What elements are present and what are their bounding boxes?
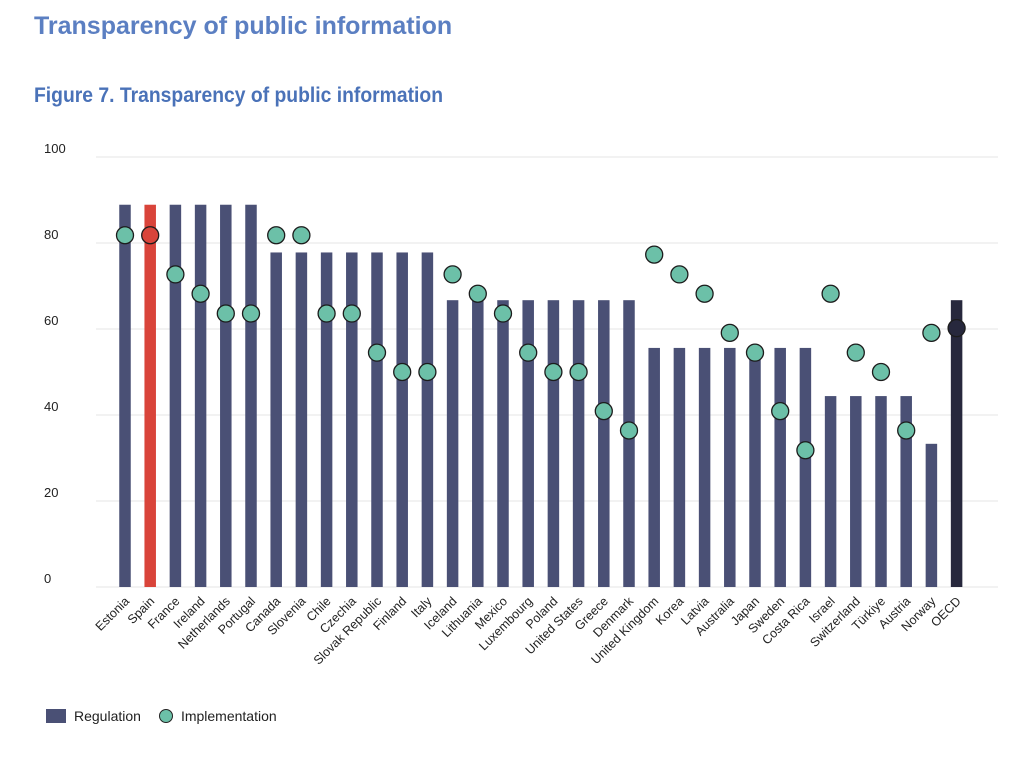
bar-regulation: [194, 204, 207, 588]
dot-implementation: [216, 304, 235, 323]
bar-regulation: [497, 300, 509, 587]
dot-implementation: [166, 265, 185, 284]
dot-implementation: [468, 284, 487, 303]
bar-regulation: [446, 300, 459, 587]
bar-regulation: [346, 252, 358, 587]
dot-implementation: [821, 284, 840, 303]
dot-implementation: [443, 265, 462, 284]
x-tick-label: Estonia: [93, 594, 132, 633]
dot-implementation: [771, 401, 790, 421]
bar-regulation: [320, 252, 333, 587]
bar-regulation: [824, 396, 837, 587]
bar-regulation: [749, 347, 761, 587]
dot-implementation: [267, 226, 286, 245]
dot-implementation: [191, 284, 210, 303]
dot-implementation: [393, 362, 412, 382]
dot-implementation: [569, 362, 588, 382]
bar-regulation: [220, 204, 232, 588]
implementation-dots: [115, 226, 966, 460]
dot-implementation: [317, 304, 336, 323]
dot-implementation: [544, 362, 563, 382]
bar-regulation: [850, 396, 862, 587]
page-title: Transparency of public information: [34, 12, 453, 40]
dot-implementation: [493, 304, 513, 323]
dot-implementation: [367, 343, 387, 362]
chart: 0 20 40 60 80 100 EstoniaSpainFranceIrelandNe…: [44, 141, 998, 668]
bar-regulation: [572, 300, 585, 587]
dot-implementation: [897, 421, 916, 440]
dot-implementation: [846, 343, 865, 362]
y-tick-label: 0: [44, 571, 51, 586]
bar-regulation: [598, 300, 610, 587]
figure-title: Figure 7. Transparency of public informa…: [34, 84, 444, 107]
x-axis-labels: EstoniaSpainFranceIrelandNetherlandsPort…: [93, 594, 964, 668]
y-tick-label: 80: [44, 227, 58, 242]
bar-regulation: [875, 396, 887, 587]
bar-regulation: [648, 347, 660, 587]
dot-implementation: [720, 323, 739, 343]
y-tick-label: 60: [44, 313, 58, 328]
y-tick-label: 40: [44, 399, 58, 414]
bar-regulation: [295, 252, 308, 587]
dot-implementation: [619, 421, 639, 440]
x-tick-label: Korea: [653, 594, 687, 628]
legend: Regulation Implementation: [46, 708, 277, 724]
dot-implementation: [947, 318, 966, 338]
regulation-bars: [119, 204, 963, 588]
dot-implementation: [292, 226, 311, 245]
dot-implementation: [695, 284, 714, 303]
dot-implementation: [670, 265, 689, 284]
bar-regulation: [799, 347, 812, 587]
dot-implementation: [342, 304, 361, 323]
dot-implementation: [418, 362, 437, 382]
bar-regulation: [421, 252, 434, 587]
bar-regulation: [950, 300, 963, 587]
bar-regulation: [774, 347, 786, 587]
dot-implementation: [745, 343, 765, 362]
legend-regulation-swatch: [46, 709, 66, 723]
bar-regulation: [119, 204, 131, 588]
dot-implementation: [922, 323, 941, 343]
y-tick-label: 20: [44, 485, 58, 500]
bar-regulation: [900, 396, 912, 587]
bar-regulation: [673, 347, 686, 587]
bar-regulation: [396, 252, 408, 587]
bar-regulation: [925, 443, 938, 587]
dot-implementation: [871, 362, 891, 382]
dot-implementation: [594, 401, 613, 421]
dot-implementation: [645, 245, 664, 264]
y-tick-label: 100: [44, 141, 66, 156]
bar-regulation: [371, 252, 383, 587]
bar-regulation: [472, 300, 484, 587]
bar-regulation: [522, 300, 534, 587]
bar-regulation: [698, 347, 711, 587]
bar-regulation: [547, 300, 560, 587]
legend-implementation-swatch: [158, 709, 173, 723]
dot-implementation: [796, 441, 815, 460]
bar-regulation: [623, 300, 635, 587]
dot-implementation: [241, 304, 261, 323]
bar-regulation: [724, 347, 736, 587]
bar-regulation: [270, 252, 282, 587]
y-axis-ticks: 0 20 40 60 80 100: [44, 141, 66, 586]
dot-implementation: [141, 226, 160, 245]
dot-implementation: [115, 226, 135, 245]
legend-regulation-label: Regulation: [74, 708, 141, 724]
bar-regulation: [245, 204, 257, 588]
bar-regulation: [169, 204, 182, 588]
dot-implementation: [519, 343, 538, 362]
bar-regulation: [144, 204, 156, 588]
legend-implementation-label: Implementation: [180, 708, 277, 724]
